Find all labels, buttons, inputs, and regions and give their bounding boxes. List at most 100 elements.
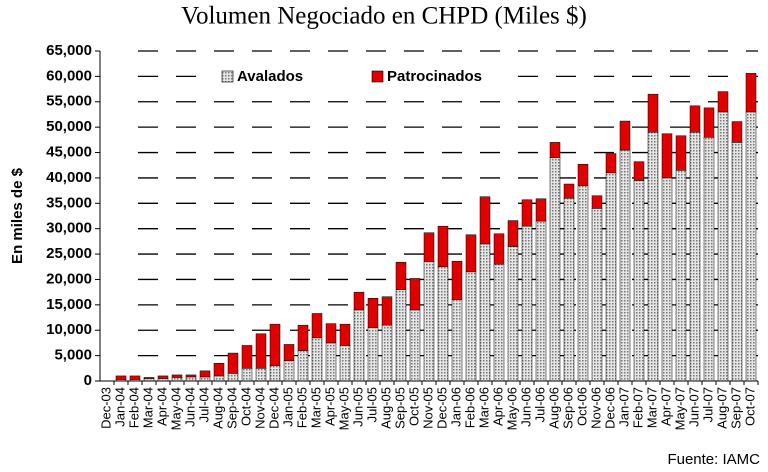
- y-tick-label: 45,000: [46, 144, 92, 161]
- x-tick-label: Oct-06: [574, 387, 589, 426]
- bar-segment: [507, 246, 519, 382]
- bar-segment: [563, 197, 575, 382]
- x-tick-label: Mar-05: [308, 387, 323, 428]
- bar-segment: [255, 333, 267, 369]
- y-tick-label: 5,000: [54, 347, 92, 364]
- bar-segment: [703, 107, 715, 138]
- x-tick-label: Jan-04: [112, 387, 127, 427]
- bar-segment: [311, 337, 323, 382]
- x-tick-label: Aug-06: [546, 387, 561, 429]
- x-tick-label: Jun-06: [518, 387, 533, 427]
- bar-segment: [465, 271, 477, 382]
- bar-segment: [437, 266, 449, 382]
- y-tick-label: 60,000: [46, 67, 92, 84]
- x-tick-label: Aug-04: [210, 387, 225, 429]
- x-tick-label: Mar-06: [476, 387, 491, 428]
- bar-segment: [171, 377, 183, 382]
- y-tick-label: 0: [84, 372, 92, 389]
- bar-segment: [227, 352, 239, 374]
- x-tick-label: Nov-04: [252, 387, 267, 429]
- x-tick-label: Oct-04: [238, 387, 253, 426]
- legend-background: [210, 66, 510, 88]
- x-tick-label: Aug-05: [378, 387, 393, 429]
- bar-segment: [353, 291, 365, 311]
- x-tick-label: May-05: [336, 387, 351, 430]
- bar-segment: [241, 368, 253, 382]
- x-tick-label: Jun-05: [350, 387, 365, 427]
- y-tick-label: 50,000: [46, 118, 92, 135]
- bar-segment: [745, 73, 757, 113]
- bar-segment: [241, 345, 253, 369]
- bar-segment: [577, 185, 589, 382]
- y-tick-label: 35,000: [46, 194, 92, 211]
- bar-segment: [465, 234, 477, 273]
- bar-segment: [199, 376, 211, 382]
- y-tick-label: 10,000: [46, 321, 92, 338]
- bar-segment: [591, 195, 603, 209]
- y-tick-label: 30,000: [46, 220, 92, 237]
- x-tick-label: Mar-07: [644, 387, 659, 428]
- x-tick-label: Feb-05: [294, 387, 309, 428]
- x-tick-label: Jun-07: [686, 387, 701, 427]
- legend: Avalados Patrocinados: [210, 66, 510, 88]
- bar-segment: [115, 375, 127, 380]
- y-tick-label: 40,000: [46, 169, 92, 186]
- bar-segment: [703, 137, 715, 382]
- bar-segment: [661, 133, 673, 179]
- x-tick-label: Jan-06: [448, 387, 463, 427]
- bar-segment: [521, 199, 533, 227]
- bar-segment: [731, 121, 743, 143]
- x-tick-label: Jan-05: [280, 387, 295, 427]
- bar-segment: [269, 323, 281, 367]
- bar-segment: [381, 324, 393, 382]
- bar-segment: [423, 232, 435, 262]
- bar-segment: [171, 374, 183, 378]
- x-tick-label: Mar-04: [140, 387, 155, 428]
- bar-segment: [157, 375, 169, 379]
- bar-segment: [689, 131, 701, 382]
- x-tick-label: Feb-06: [462, 387, 477, 428]
- x-tick-label: Sep-04: [224, 387, 239, 429]
- x-tick-label: Dec-04: [266, 387, 281, 429]
- bar-segment: [619, 149, 631, 382]
- x-tick-label: Jun-04: [182, 387, 197, 427]
- bar-segment: [353, 309, 365, 382]
- bar-segment: [283, 344, 295, 361]
- x-tick-label: Nov-06: [588, 387, 603, 429]
- bar-segment: [745, 111, 757, 382]
- bar-segment: [633, 161, 645, 181]
- bar-segment: [479, 243, 491, 382]
- bar-segment: [423, 261, 435, 382]
- bar-segment: [185, 374, 197, 378]
- bar-segment: [717, 91, 729, 113]
- bar-segment: [143, 377, 155, 379]
- bar-segment: [199, 370, 211, 378]
- bar-segment: [647, 93, 659, 133]
- bar-segment: [437, 225, 449, 268]
- x-tick-label: Dec-06: [602, 387, 617, 429]
- x-tick-label: Oct-07: [742, 387, 757, 426]
- bar-segment: [409, 309, 421, 382]
- bar-segment: [689, 105, 701, 133]
- bar-segment: [311, 313, 323, 339]
- x-tick-label: Jan-07: [616, 387, 631, 427]
- bar-segment: [339, 323, 351, 346]
- bar-segment: [521, 225, 533, 382]
- x-tick-label: Sep-07: [728, 387, 743, 429]
- x-tick-label: Jul-04: [196, 387, 211, 422]
- y-tick-label: 65,000: [46, 42, 92, 59]
- bar-segment: [451, 299, 463, 382]
- bar-segment: [535, 220, 547, 382]
- x-tick-label: May-04: [168, 387, 183, 430]
- bar-segment: [507, 220, 519, 247]
- bar-segment: [283, 360, 295, 382]
- x-tick-label: Sep-06: [560, 387, 575, 429]
- bar-segment: [255, 368, 267, 382]
- x-tick-label: Apr-06: [490, 387, 505, 426]
- bar-segment: [493, 263, 505, 382]
- x-tick-label: Feb-07: [630, 387, 645, 428]
- y-tick-label: 15,000: [46, 296, 92, 313]
- y-tick-label: 55,000: [46, 93, 92, 110]
- bar-segment: [675, 170, 687, 382]
